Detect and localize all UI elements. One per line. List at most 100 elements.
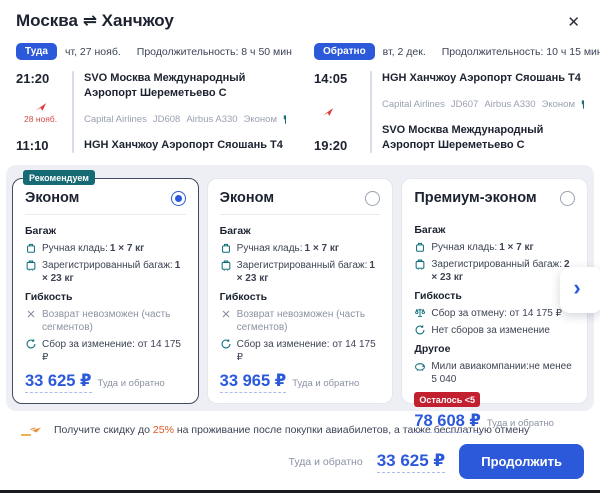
airline-name: Capital Airlines bbox=[84, 113, 147, 125]
baggage-item: Ручная кладь: 1 × 7 кг bbox=[414, 241, 575, 254]
checked-baggage-icon bbox=[26, 260, 36, 271]
flexibility-item: Сбор за изменение: от 14 175 ₽ bbox=[25, 338, 186, 364]
fare-card-economy-2[interactable]: Эконом Багаж Ручная кладь: 1 × 7 кг Зарег… bbox=[206, 178, 394, 404]
flexibility-item: Возврат невозможен (часть сегментов) bbox=[25, 308, 186, 334]
fare-price: 78 608 ₽ bbox=[414, 411, 481, 433]
fare-options: Рекомендуем Эконом Багаж Ручная кладь: 1 … bbox=[6, 165, 600, 433]
departure-airport: SVO Москва Международный Аэропорт Шереме… bbox=[84, 72, 246, 99]
outbound-leg: Туда чт, 27 нояб. Продолжительность: 8 ч… bbox=[16, 36, 292, 153]
change-fee-icon bbox=[221, 338, 231, 348]
direction-badge: Обратно bbox=[314, 43, 375, 60]
airline-logo-icon bbox=[35, 102, 46, 111]
change-fee-icon bbox=[415, 324, 425, 334]
hand-luggage-icon bbox=[221, 243, 230, 253]
fare-radio[interactable] bbox=[365, 190, 381, 206]
return-meta: Обратно вт, 2 дек. Продолжительность: 10… bbox=[314, 43, 600, 60]
close-icon[interactable]: ✕ bbox=[561, 11, 586, 34]
baggage-item: Ручная кладь: 1 × 7 кг bbox=[25, 242, 186, 255]
cancel-fee-icon bbox=[415, 308, 426, 317]
next-fares-button[interactable]: › bbox=[560, 267, 600, 313]
checked-baggage-icon bbox=[415, 259, 425, 270]
page-title: Москва ⇌ Ханчжоу bbox=[16, 11, 174, 30]
fare-radio[interactable] bbox=[560, 190, 576, 206]
departure-airport: HGH Ханчжоу Аэропорт Сяошань T4 bbox=[382, 72, 581, 84]
checkout-bar: Туда и обратно 33 625 ₽ Продолжить bbox=[0, 436, 600, 489]
hand-luggage-icon bbox=[27, 243, 35, 253]
meal-icon bbox=[581, 100, 584, 109]
no-refund-icon bbox=[27, 310, 35, 318]
meal-icon bbox=[283, 115, 286, 124]
arrival-time: 19:20 bbox=[314, 138, 348, 153]
seats-left-badge: Осталось <5 bbox=[414, 392, 481, 407]
fare-price-note: Туда и обратно bbox=[97, 378, 165, 389]
flexibility-item: Сбор за отмену: от 14 175 ₽ bbox=[414, 307, 575, 320]
timeline-divider bbox=[72, 71, 74, 153]
airline-name: Capital Airlines bbox=[382, 99, 445, 111]
flexibility-item: Сбор за изменение: от 14 175 ₽ bbox=[220, 338, 381, 364]
fare-price-note: Туда и обратно bbox=[486, 418, 554, 429]
flight-date: вт, 2 дек. bbox=[382, 45, 426, 58]
cabin-class: Эконом bbox=[541, 99, 575, 111]
flight-legs: Туда чт, 27 нояб. Продолжительность: 8 ч… bbox=[0, 34, 600, 161]
checked-baggage-icon bbox=[221, 260, 231, 271]
direction-badge: Туда bbox=[16, 43, 57, 60]
cabin-class: Эконом bbox=[243, 113, 277, 125]
arrival-airport: SVO Москва Международный Аэропорт Шереме… bbox=[382, 124, 544, 152]
airline-info-row: Capital Airlines JD608 Airbus A330 Эконо… bbox=[84, 114, 286, 125]
total-price[interactable]: 33 625 ₽ bbox=[376, 451, 446, 473]
arrival-time: 11:10 bbox=[16, 138, 49, 153]
airline-miles-icon bbox=[415, 363, 426, 371]
arrival-next-day-note: 28 нояб. bbox=[24, 113, 58, 124]
departure-time: 14:05 bbox=[314, 71, 348, 86]
timeline-divider bbox=[370, 71, 372, 153]
divider bbox=[25, 214, 186, 215]
aircraft-type: Airbus A330 bbox=[484, 99, 536, 111]
hand-luggage-icon bbox=[416, 242, 425, 252]
baggage-item: Зарегистрированный багаж: 1 × 23 кг bbox=[25, 259, 186, 285]
chevron-right-icon: › bbox=[573, 275, 581, 300]
baggage-item: Зарегистрированный багаж: 1 × 23 кг bbox=[220, 259, 381, 285]
fare-price: 33 625 ₽ bbox=[25, 371, 92, 393]
flexibility-item: Нет сборов за изменение bbox=[414, 324, 575, 337]
recommended-badge: Рекомендуем bbox=[23, 170, 95, 185]
fare-card-premium-economy[interactable]: Премиум-эконом Багаж Ручная кладь: 1 × 7 … bbox=[401, 178, 589, 433]
baggage-section-title: Багаж bbox=[414, 224, 446, 236]
flexibility-section-title: Гибкость bbox=[414, 290, 462, 302]
change-fee-icon bbox=[26, 338, 36, 348]
flight-duration: Продолжительность: 8 ч 50 мин bbox=[136, 45, 292, 58]
return-leg: Обратно вт, 2 дек. Продолжительность: 10… bbox=[314, 36, 600, 153]
other-item: Мили авиакомпании:не менее 5 040 bbox=[414, 360, 575, 386]
no-refund-icon bbox=[222, 310, 230, 318]
modal-header: Москва ⇌ Ханчжоу ✕ bbox=[0, 0, 600, 34]
fare-price-note: Туда и обратно bbox=[292, 378, 360, 389]
baggage-item: Ручная кладь: 1 × 7 кг bbox=[220, 242, 381, 255]
fare-card-economy-recommended[interactable]: Рекомендуем Эконом Багаж Ручная кладь: 1 … bbox=[12, 170, 199, 404]
total-label: Туда и обратно bbox=[288, 455, 363, 468]
window-bottom-edge bbox=[0, 490, 600, 493]
other-section-title: Другое bbox=[414, 343, 451, 355]
baggage-item: Зарегистрированный багаж: 2 × 23 кг bbox=[414, 258, 575, 284]
flight-date: чт, 27 нояб. bbox=[64, 45, 121, 58]
fare-name: Эконом bbox=[219, 190, 275, 206]
flexibility-item: Возврат невозможен (часть сегментов) bbox=[220, 308, 381, 334]
airline-info-row: Capital Airlines JD607 Airbus A330 Эконо… bbox=[382, 99, 584, 110]
arrival-airport: HGH Ханчжоу Аэропорт Сяошань T4 bbox=[84, 139, 283, 152]
baggage-section-title: Багаж bbox=[25, 225, 57, 237]
flight-number: JD608 bbox=[152, 113, 181, 125]
flight-number: JD607 bbox=[450, 99, 479, 111]
discount-percent: 25% bbox=[152, 424, 174, 436]
airline-logo-icon bbox=[322, 107, 334, 116]
aircraft-type: Airbus A330 bbox=[186, 113, 238, 125]
flexibility-section-title: Гибкость bbox=[25, 291, 73, 303]
fare-name: Премиум-эконом bbox=[414, 190, 537, 206]
baggage-section-title: Багаж bbox=[219, 225, 251, 237]
fare-name: Эконом bbox=[25, 190, 80, 206]
departure-time: 21:20 bbox=[16, 71, 50, 86]
flight-duration: Продолжительность: 10 ч 15 мин bbox=[441, 45, 600, 58]
flight-details-modal: Москва ⇌ Ханчжоу ✕ Туда чт, 27 нояб. Про… bbox=[0, 0, 600, 455]
divider bbox=[219, 214, 381, 215]
outbound-meta: Туда чт, 27 нояб. Продолжительность: 8 ч… bbox=[16, 43, 292, 60]
fare-price: 33 965 ₽ bbox=[219, 371, 287, 393]
fare-radio[interactable] bbox=[170, 190, 186, 206]
continue-button[interactable]: Продолжить bbox=[459, 444, 584, 479]
